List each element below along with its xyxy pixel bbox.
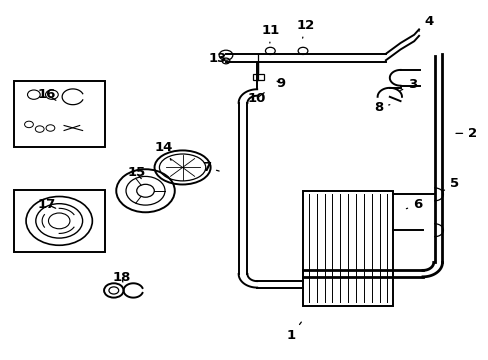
Text: 9: 9 xyxy=(276,77,285,90)
Text: 10: 10 xyxy=(247,92,265,105)
Text: 15: 15 xyxy=(127,166,145,179)
Text: 14: 14 xyxy=(155,140,173,160)
Text: 5: 5 xyxy=(443,177,458,191)
Text: 18: 18 xyxy=(112,271,131,284)
Text: 3: 3 xyxy=(400,78,416,91)
Text: 2: 2 xyxy=(455,127,476,140)
Text: 4: 4 xyxy=(418,15,432,31)
Text: 8: 8 xyxy=(373,101,389,114)
Text: 7: 7 xyxy=(202,161,219,174)
Text: 12: 12 xyxy=(296,19,314,38)
Text: 6: 6 xyxy=(406,198,421,211)
Bar xyxy=(14,81,104,147)
Text: 16: 16 xyxy=(38,88,56,101)
Text: 13: 13 xyxy=(208,52,226,65)
Bar xyxy=(303,191,392,306)
Text: 17: 17 xyxy=(38,198,56,211)
Text: 1: 1 xyxy=(285,322,301,342)
Bar xyxy=(14,190,104,252)
Text: 11: 11 xyxy=(261,24,279,43)
Bar xyxy=(253,74,264,80)
